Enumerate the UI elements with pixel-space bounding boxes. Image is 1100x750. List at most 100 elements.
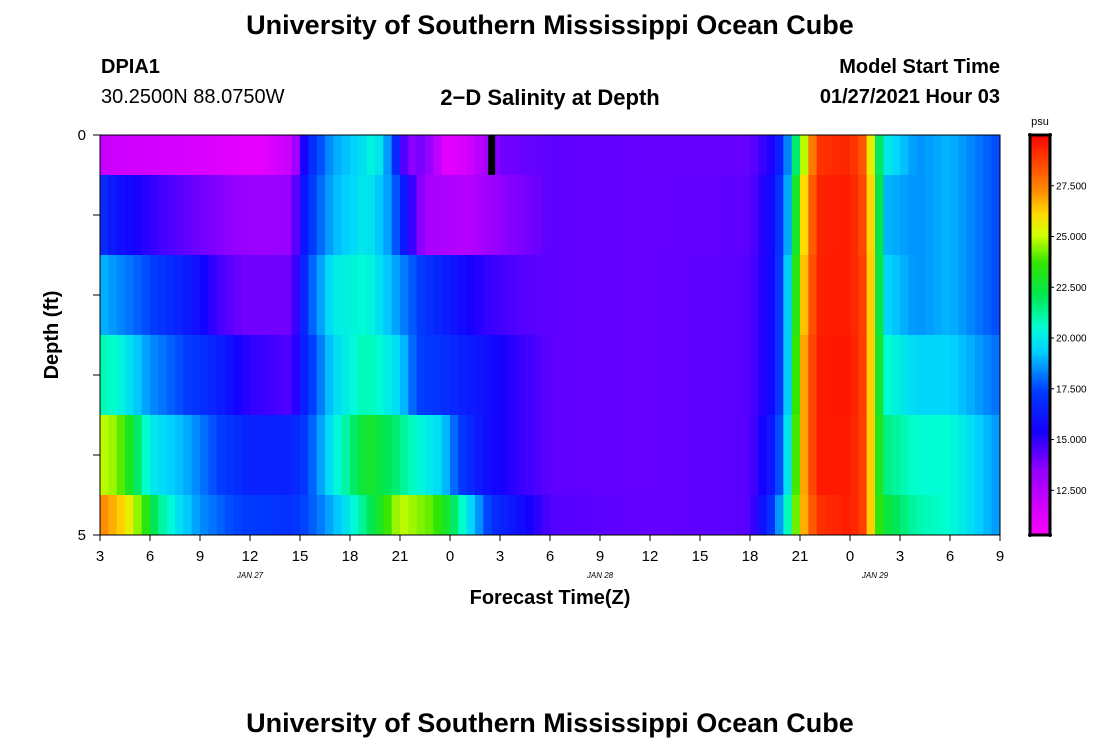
x-tick-label: 3	[896, 548, 904, 565]
heatmap-cell	[141, 415, 151, 496]
heatmap-cell	[250, 335, 259, 416]
colorbar-segment	[1030, 147, 1050, 150]
heatmap-cell	[116, 495, 126, 535]
heatmap-cell	[458, 175, 468, 256]
colorbar-segment	[1030, 175, 1050, 178]
colorbar-segment	[1030, 281, 1050, 284]
heatmap-cell	[991, 495, 1000, 535]
heatmap-cell	[941, 175, 951, 256]
heatmap-cell	[675, 175, 684, 256]
colorbar-segment	[1030, 161, 1050, 164]
heatmap-cell	[841, 255, 851, 336]
heatmap-cell	[558, 135, 568, 176]
colorbar-segment	[1030, 193, 1050, 196]
colorbar-segment	[1030, 359, 1050, 362]
heatmap-cell	[483, 175, 493, 256]
model-start-label: Model Start Time	[839, 56, 1000, 78]
x-tick-label: 12	[242, 548, 259, 565]
heatmap-cell	[908, 255, 918, 336]
heatmap-cell	[825, 335, 834, 416]
heatmap-cell	[241, 335, 251, 416]
colorbar-segment	[1030, 435, 1050, 438]
heatmap-cell	[616, 415, 626, 496]
heatmap-cell	[891, 175, 901, 256]
heatmap-cell	[758, 335, 768, 416]
heatmap-cell	[441, 415, 451, 496]
heatmap-cell	[366, 175, 376, 256]
colorbar-segment	[1030, 409, 1050, 412]
heatmap-cell	[708, 135, 718, 176]
heatmap-cell	[408, 495, 418, 535]
heatmap-cell	[308, 255, 318, 336]
heatmap-cell	[325, 495, 334, 535]
colorbar-segment	[1030, 195, 1050, 198]
colorbar-segment	[1030, 349, 1050, 352]
heatmap-cell	[858, 175, 868, 256]
heatmap-cell	[833, 495, 843, 535]
x-tick-label: 0	[446, 548, 454, 565]
heatmap-cell	[866, 255, 876, 336]
heatmap-cell	[466, 255, 476, 336]
heatmap-cell	[491, 175, 501, 256]
heatmap-cell	[283, 335, 293, 416]
heatmap-cell	[200, 335, 209, 416]
heatmap-cell	[633, 335, 643, 416]
colorbar-segment	[1030, 473, 1050, 476]
heatmap-cell	[491, 415, 501, 496]
colorbar-segment	[1030, 235, 1050, 238]
heatmap-cell	[525, 175, 534, 256]
heatmap-cell	[925, 175, 934, 256]
colorbar-segment	[1030, 239, 1050, 242]
colorbar-segment	[1030, 245, 1050, 248]
colorbar-segment	[1030, 201, 1050, 204]
heatmap-cell	[966, 175, 976, 256]
colorbar-segment	[1030, 375, 1050, 378]
heatmap-cell	[508, 255, 518, 336]
colorbar-segment	[1030, 301, 1050, 304]
heatmap-cell	[691, 175, 701, 256]
colorbar-segment	[1030, 507, 1050, 510]
colorbar-segment	[1030, 463, 1050, 466]
heatmap-cell	[275, 495, 284, 535]
colorbar-segment	[1030, 211, 1050, 214]
heatmap-cell	[916, 495, 926, 535]
heatmap-cell	[175, 135, 184, 176]
colorbar-segment	[1030, 213, 1050, 216]
colorbar-segment	[1030, 251, 1050, 254]
heatmap-cell	[191, 495, 201, 535]
colorbar-frame	[1028, 133, 1052, 537]
heatmap-cell	[600, 175, 609, 256]
heatmap-cell	[216, 335, 226, 416]
heatmap-cell	[566, 495, 576, 535]
heatmap-cell	[333, 335, 343, 416]
heatmap-cell	[925, 495, 934, 535]
colorbar-segment	[1030, 181, 1050, 184]
heatmap-cell	[833, 335, 843, 416]
heatmap-cell	[375, 495, 384, 535]
heatmap-cell	[633, 255, 643, 336]
heatmap-cell	[716, 495, 726, 535]
heatmap-cell	[250, 175, 259, 256]
colorbar-segment	[1030, 459, 1050, 462]
heatmap-cell	[425, 415, 434, 496]
heatmap-cell	[941, 135, 951, 176]
heatmap-cell	[883, 135, 893, 176]
colorbar-segment	[1030, 215, 1050, 218]
heatmap-cell	[300, 135, 309, 176]
heatmap-cell	[100, 335, 109, 416]
heatmap-cell	[441, 335, 451, 416]
heatmap-cell	[958, 255, 968, 336]
station-id: DPIA1	[101, 56, 160, 78]
heatmap-cell	[675, 255, 684, 336]
colorbar-segment	[1030, 187, 1050, 190]
heatmap-cell	[766, 495, 776, 535]
heatmap-cell	[191, 255, 201, 336]
heatmap-cell	[941, 495, 951, 535]
colorbar-segment	[1030, 357, 1050, 360]
heatmap-cell	[516, 495, 526, 535]
heatmap-cell	[225, 135, 234, 176]
heatmap-cell	[850, 175, 859, 256]
heatmap-cell	[600, 135, 609, 176]
heatmap-cell	[608, 415, 618, 496]
